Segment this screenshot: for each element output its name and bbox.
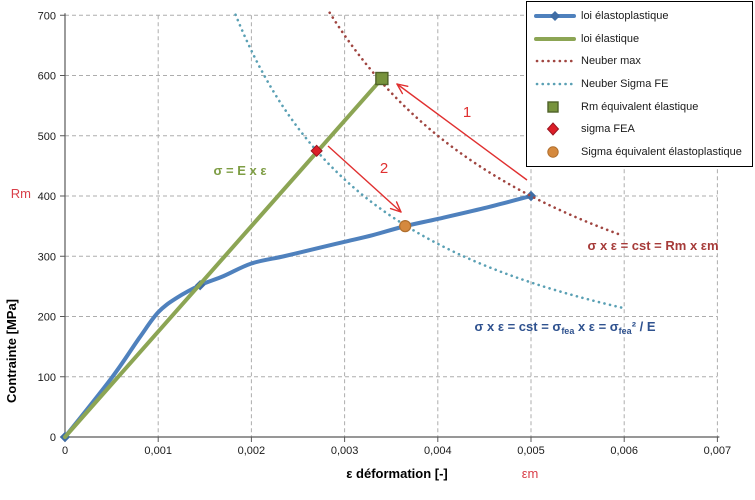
point-sigma-FEA — [310, 144, 323, 158]
legend-swatch-dotted — [533, 53, 577, 69]
legend-label: Neuber Sigma FE — [581, 77, 669, 90]
chart-legend: loi élastoplastique loi élastique Neuber… — [526, 1, 753, 167]
x-axis-title: ε déformation [-] — [346, 466, 448, 481]
legend-label: Sigma équivalent élastoplastique — [581, 145, 742, 158]
legend-swatch-line — [533, 31, 577, 47]
legend-swatch-diamond-marker — [533, 121, 577, 137]
legend-swatch-line-diamond — [533, 8, 577, 24]
point-Sigma-équivalent-élastoplastique — [399, 220, 412, 233]
legend-item-loi-elastique: loi élastique — [533, 28, 752, 49]
arrow2-label: 2 — [380, 160, 388, 177]
legend-swatch-graphic — [534, 36, 576, 41]
arrow1-label: 1 — [463, 104, 471, 121]
legend-item-sigma-equivalent-elastoplastique: Sigma équivalent élastoplastique — [533, 141, 752, 162]
legend-label: loi élastoplastique — [581, 10, 669, 23]
x-tick-label: 0,002 — [238, 445, 266, 457]
y-tick-label: 400 — [38, 191, 56, 203]
legend-swatch-graphic — [547, 145, 559, 158]
y-tick-label: 300 — [38, 251, 56, 263]
legend-swatch-graphic — [535, 60, 575, 63]
x-tick-label: 0,007 — [704, 445, 732, 457]
legend-swatch-dotted — [533, 76, 577, 92]
series-loi-élastoplastique — [63, 194, 533, 439]
y-tick-label: 700 — [38, 10, 56, 22]
legend-item-loi-elastoplastique: loi élastoplastique — [533, 6, 752, 27]
neuber-max-eq: σ x ε = cst = Rm x εm — [587, 238, 718, 253]
elastic-law-eq: σ = E x ε — [213, 163, 266, 178]
arrow-1 — [396, 83, 528, 181]
y-tick-label: 100 — [38, 372, 56, 384]
x-tick-label: 0 — [62, 445, 68, 457]
legend-item-neuber-sigma-fe: Neuber Sigma FE — [533, 73, 752, 94]
neuber-fe-eq: σ x ε = cst = σfea x ε = σfea² / E — [474, 319, 655, 336]
y-axis-title: Contrainte [MPa] — [4, 299, 19, 403]
x-tick-label: 0,005 — [517, 445, 545, 457]
series-loi-élastique — [63, 76, 384, 439]
legend-item-sigma-fea: sigma FEA — [533, 119, 752, 140]
x-tick-label: 0,001 — [144, 445, 172, 457]
series-marker — [525, 190, 537, 202]
legend-swatch-square-marker — [533, 99, 577, 115]
arrow-2-head — [395, 201, 402, 213]
series-Neuber-Sigma-FE — [234, 13, 626, 310]
legend-swatch-graphic — [546, 122, 560, 136]
y-tick-label: 600 — [38, 71, 56, 83]
arrow-1-head — [396, 83, 404, 95]
legend-label: Neuber max — [581, 55, 641, 68]
arrow-1-head — [396, 83, 409, 88]
y-tick-label: 0 — [50, 432, 56, 444]
arrow-2-head — [389, 207, 402, 213]
legend-label: loi élastique — [581, 32, 640, 45]
arrow-2 — [327, 145, 402, 213]
em-axis-label: εm — [522, 466, 539, 481]
legend-label: Rm équivalent élastique — [581, 100, 699, 113]
legend-item-rm-equivalent-elastique: Rm équivalent élastique — [533, 96, 752, 117]
x-tick-label: 0,006 — [610, 445, 638, 457]
legend-item-neuber-max: Neuber max — [533, 51, 752, 72]
y-tick-label: 200 — [38, 312, 56, 324]
series-Neuber-max — [328, 11, 621, 236]
x-tick-label: 0,004 — [424, 445, 452, 457]
rm-axis-label: Rm — [11, 186, 31, 201]
legend-swatch-graphic — [534, 11, 576, 22]
y-tick-label: 500 — [38, 131, 56, 143]
legend-swatch-circle-marker — [533, 144, 577, 160]
point-Rm-équivalent-élastique — [375, 71, 389, 86]
legend-swatch-graphic — [535, 82, 575, 86]
legend-swatch-graphic — [547, 100, 559, 113]
x-tick-label: 0,003 — [331, 445, 359, 457]
legend-label: sigma FEA — [581, 123, 635, 136]
